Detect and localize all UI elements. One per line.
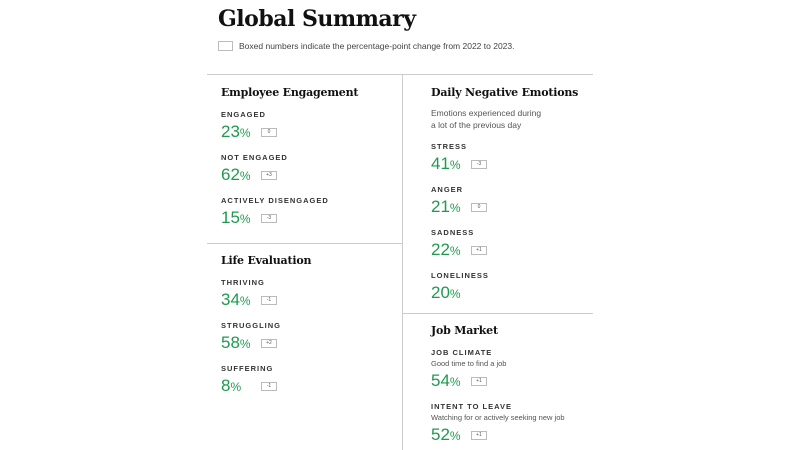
metric-actively-disengaged: ACTIVELY DISENGAGED 15% -3 bbox=[221, 196, 358, 228]
metric-label: SUFFERING bbox=[221, 364, 274, 373]
metric-intent-to-leave: INTENT TO LEAVE Watching for or actively… bbox=[431, 402, 565, 445]
section-job-market: Job Market JOB CLIMATE Good time to find… bbox=[431, 324, 565, 445]
change-badge: 0 bbox=[261, 127, 277, 137]
change-badge: +1 bbox=[471, 430, 487, 440]
change-badge: +1 bbox=[471, 245, 487, 255]
change-badge: +1 bbox=[471, 376, 487, 386]
metric-value: 52% bbox=[431, 425, 461, 444]
metric-anger: ANGER 21% 0 bbox=[431, 185, 578, 217]
metric-not-engaged: NOT ENGAGED 62% +3 bbox=[221, 153, 358, 185]
change-badge: -3 bbox=[261, 213, 277, 223]
metric-label: SADNESS bbox=[431, 228, 475, 237]
top-divider bbox=[207, 74, 593, 75]
metric-value: 58% bbox=[221, 333, 251, 352]
metric-label: JOB CLIMATE bbox=[431, 348, 493, 357]
metric-label: NOT ENGAGED bbox=[221, 153, 288, 162]
right-section-divider bbox=[403, 313, 593, 314]
section-title: Daily Negative Emotions bbox=[431, 86, 579, 99]
metric-label: ACTIVELY DISENGAGED bbox=[221, 196, 329, 205]
metric-value: 21% bbox=[431, 197, 461, 216]
change-badge: -3 bbox=[471, 159, 487, 169]
section-title: Life Evaluation bbox=[221, 254, 312, 267]
metric-value: 20% bbox=[431, 283, 461, 302]
metric-value: 22% bbox=[431, 240, 461, 259]
change-badge: 0 bbox=[471, 202, 487, 212]
metric-label: INTENT TO LEAVE bbox=[431, 402, 512, 411]
metric-struggling: STRUGGLING 58% +2 bbox=[221, 321, 311, 353]
metric-suffering: SUFFERING 8% -1 bbox=[221, 364, 311, 396]
metric-value: 41% bbox=[431, 154, 461, 173]
change-badge: -1 bbox=[261, 295, 277, 305]
metric-value: 23% bbox=[221, 122, 251, 141]
metric-label: THRIVING bbox=[221, 278, 265, 287]
section-employee-engagement: Employee Engagement ENGAGED 23% 0 NOT ENG… bbox=[221, 86, 358, 228]
metric-value: 54% bbox=[431, 371, 461, 390]
legend: Boxed numbers indicate the percentage-po… bbox=[218, 41, 515, 51]
change-badge: +2 bbox=[261, 338, 277, 348]
metric-value: 15% bbox=[221, 208, 251, 227]
left-section-divider bbox=[207, 243, 402, 244]
metric-description: Watching for or actively seeking new job bbox=[431, 413, 565, 422]
metric-job-climate: JOB CLIMATE Good time to find a job 54% +… bbox=[431, 348, 565, 391]
metric-value: 34% bbox=[221, 290, 251, 309]
metric-engaged: ENGAGED 23% 0 bbox=[221, 110, 358, 142]
metric-value: 62% bbox=[221, 165, 251, 184]
page-title: Global Summary bbox=[218, 6, 416, 32]
center-divider bbox=[402, 74, 403, 450]
metric-stress: STRESS 41% -3 bbox=[431, 142, 578, 174]
change-badge: +3 bbox=[261, 170, 277, 180]
legend-box-icon bbox=[218, 41, 233, 51]
section-daily-negative-emotions: Daily Negative Emotions Emotions experie… bbox=[431, 86, 578, 303]
section-subtitle: Emotions experienced during a lot of the… bbox=[431, 108, 542, 130]
metric-label: ENGAGED bbox=[221, 110, 266, 119]
metric-label: STRESS bbox=[431, 142, 468, 151]
metric-label: ANGER bbox=[431, 185, 464, 194]
change-badge: -1 bbox=[261, 381, 277, 391]
metric-label: STRUGGLING bbox=[221, 321, 281, 330]
section-title: Employee Engagement bbox=[221, 86, 359, 99]
metric-thriving: THRIVING 34% -1 bbox=[221, 278, 311, 310]
section-life-evaluation: Life Evaluation THRIVING 34% -1 STRUGGLIN… bbox=[221, 254, 311, 396]
metric-value: 8% bbox=[221, 376, 242, 395]
section-title: Job Market bbox=[431, 324, 498, 337]
metric-sadness: SADNESS 22% +1 bbox=[431, 228, 578, 260]
metric-description: Good time to find a job bbox=[431, 359, 507, 368]
legend-text: Boxed numbers indicate the percentage-po… bbox=[239, 41, 515, 51]
metric-loneliness: LONELINESS 20% bbox=[431, 271, 578, 303]
metric-label: LONELINESS bbox=[431, 271, 489, 280]
